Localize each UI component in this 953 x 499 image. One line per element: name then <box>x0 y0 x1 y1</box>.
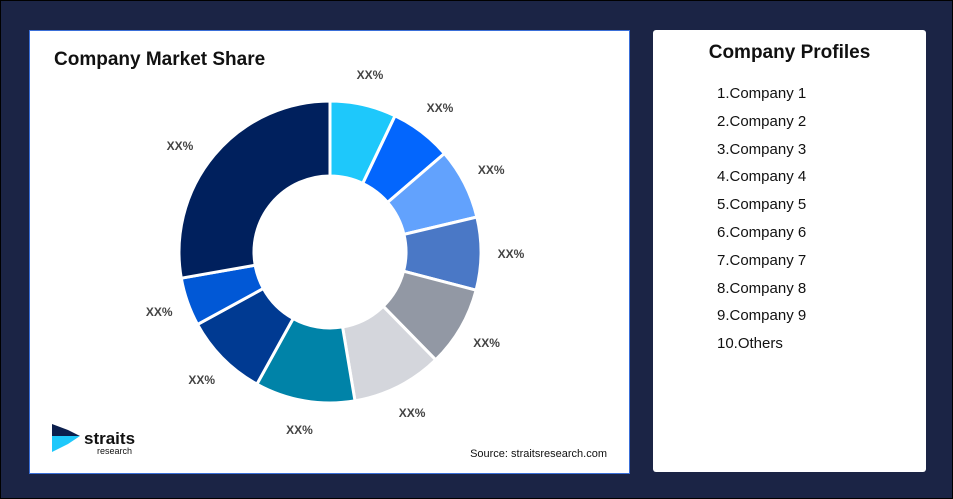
data-label: XX% <box>426 101 454 116</box>
source-text: Source: straitsresearch.com <box>470 448 607 460</box>
data-label: XX% <box>286 423 313 438</box>
data-label: XX% <box>166 139 194 153</box>
list-item: 3.Company 3 <box>717 140 807 158</box>
company-profiles-card: Company Profiles 1.Company 1 2.Company 2… <box>653 30 926 472</box>
list-item: 4.Company 4 <box>717 168 807 186</box>
data-label: XX% <box>356 68 384 83</box>
list-item: 8.Company 8 <box>717 279 807 297</box>
chart-card: Company Market Share XX% XX% XX% XX% XX% XX% X… <box>29 30 630 474</box>
data-label: XX% <box>473 335 500 350</box>
svg-text:straits: straits <box>84 429 135 448</box>
chart-title: Company Market Share <box>54 49 266 70</box>
list-item: 2.Company 2 <box>717 112 807 130</box>
data-label: XX% <box>497 246 525 261</box>
straits-logo: straits research <box>50 422 140 463</box>
list-item: 7.Company 7 <box>717 251 807 269</box>
list-item: 5.Company 5 <box>717 196 807 214</box>
company-list: 1.Company 1 2.Company 2 3.Company 3 4.Co… <box>717 82 806 360</box>
data-label: XX% <box>477 162 505 177</box>
donut-slice-10 <box>177 99 332 280</box>
list-item: 9.Company 9 <box>717 307 807 325</box>
donut-chart <box>177 99 483 405</box>
profiles-title: Company Profiles <box>708 42 871 63</box>
data-label: XX% <box>145 304 173 319</box>
data-label: XX% <box>188 372 216 387</box>
svg-text:research: research <box>97 446 132 456</box>
list-item: 1.Company 1 <box>717 85 807 102</box>
list-item: 6.Company 6 <box>717 223 807 241</box>
data-label: XX% <box>398 406 426 421</box>
list-item: 10.Others <box>717 335 783 353</box>
